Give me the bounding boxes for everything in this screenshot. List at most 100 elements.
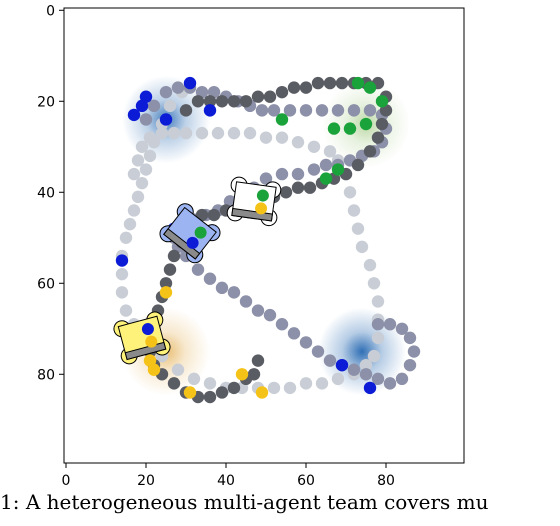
robot-sensor-dot — [145, 335, 158, 348]
trajectory-point — [371, 318, 385, 331]
series-yellow — [143, 286, 269, 399]
trajectory-point — [215, 386, 229, 399]
trajectory-point — [239, 295, 253, 308]
trajectory-point — [307, 140, 321, 153]
trajectory-point — [363, 145, 377, 158]
trajectory-point — [127, 167, 141, 181]
trajectory-point — [227, 286, 241, 299]
trajectory-point — [323, 76, 337, 90]
trajectory-point — [167, 126, 181, 140]
robot-marker — [159, 203, 221, 264]
trajectory-point — [143, 149, 157, 163]
trajectory-point — [275, 85, 289, 99]
trajectory-point — [315, 104, 329, 117]
x-tick-label: 40 — [217, 473, 235, 489]
y-tick-label: 20 — [37, 94, 55, 110]
trajectory-point — [147, 99, 161, 113]
robot-bumper — [163, 228, 201, 260]
trajectory-point — [275, 167, 289, 181]
y-tick-label: 60 — [37, 276, 55, 292]
trajectory-point — [187, 372, 201, 386]
trajectory-point — [331, 372, 345, 386]
trajectory-point — [163, 263, 177, 276]
trajectory-point — [159, 85, 173, 99]
trajectory-point — [243, 126, 257, 140]
trajectory-point — [263, 90, 277, 103]
trajectory-point — [403, 358, 417, 372]
trajectory-point — [203, 390, 217, 404]
trajectory-point — [167, 377, 181, 390]
x-tick-label: 80 — [377, 473, 395, 489]
trajectory-point — [203, 95, 217, 108]
trajectory-point — [303, 181, 317, 194]
trajectory-point — [359, 117, 373, 131]
trajectory-point — [347, 104, 361, 117]
trajectory-point — [115, 286, 129, 299]
trajectory-point — [371, 331, 385, 345]
trajectory-point — [251, 354, 265, 367]
x-tick-label: 0 — [62, 473, 71, 489]
trajectory-point — [343, 186, 357, 199]
trajectory-point — [291, 136, 305, 149]
trajectory-point — [383, 318, 397, 331]
robot-bumper — [124, 341, 167, 361]
trajectory-point — [139, 113, 153, 126]
trajectory-point — [159, 286, 173, 299]
trajectory-point — [171, 363, 185, 376]
trajectory-point — [291, 167, 305, 181]
trajectory-point — [203, 272, 217, 285]
series-green — [275, 76, 389, 185]
trajectory-point — [299, 81, 313, 94]
trajectory-point — [119, 304, 133, 317]
trajectory-point — [355, 240, 369, 254]
trajectory-point — [279, 186, 293, 199]
trajectory-point — [127, 108, 141, 122]
trajectory-point — [203, 104, 217, 117]
trajectory-point — [227, 126, 241, 140]
trajectory-point — [227, 381, 241, 395]
trajectory-point — [123, 217, 137, 231]
trajectory-point — [159, 277, 173, 290]
trajectory-point — [319, 172, 333, 185]
trajectory-point — [347, 363, 361, 376]
trajectory-point — [179, 126, 193, 140]
trajectory-point — [375, 117, 389, 131]
robot-marker — [113, 311, 171, 365]
trajectory-point — [291, 181, 305, 194]
trajectory-point — [135, 140, 149, 153]
trajectory-point — [211, 126, 225, 140]
trajectory-point — [311, 76, 325, 90]
trajectory-point — [139, 163, 153, 176]
trajectory-point — [307, 163, 321, 176]
trajectory-point — [299, 104, 313, 117]
y-tick-label: 0 — [46, 3, 55, 19]
plot-frame — [63, 7, 465, 464]
trajectory-point — [359, 358, 373, 372]
trajectory-point — [331, 104, 345, 117]
trajectory-point — [275, 113, 289, 126]
figure-caption: 1: A heterogeneous multi-agent team cove… — [0, 490, 489, 514]
trajectory-point — [403, 331, 417, 345]
trajectory-point — [167, 249, 181, 263]
x-tick-label: 20 — [137, 473, 155, 489]
trajectory-point — [183, 386, 197, 399]
trajectory-point — [155, 126, 169, 140]
trajectory-point — [367, 349, 381, 363]
trajectory-point — [343, 122, 357, 135]
trajectory-point — [395, 372, 409, 386]
trajectory-point — [191, 95, 205, 108]
trajectory-point — [311, 345, 325, 358]
trajectory-point — [363, 258, 377, 272]
trajectory-point — [275, 131, 289, 144]
trajectory-point — [371, 372, 385, 386]
robot-bumper — [231, 207, 273, 222]
trajectory-point — [119, 231, 133, 244]
trajectory-point — [235, 368, 249, 381]
trajectory-point — [239, 95, 253, 108]
trajectory-point — [135, 99, 149, 113]
robot-sensor-dot — [186, 236, 199, 249]
series-blue — [115, 76, 377, 395]
trajectory-point — [171, 81, 185, 94]
robot-sensor-dot — [255, 202, 268, 215]
x-tick-label: 60 — [297, 473, 315, 489]
